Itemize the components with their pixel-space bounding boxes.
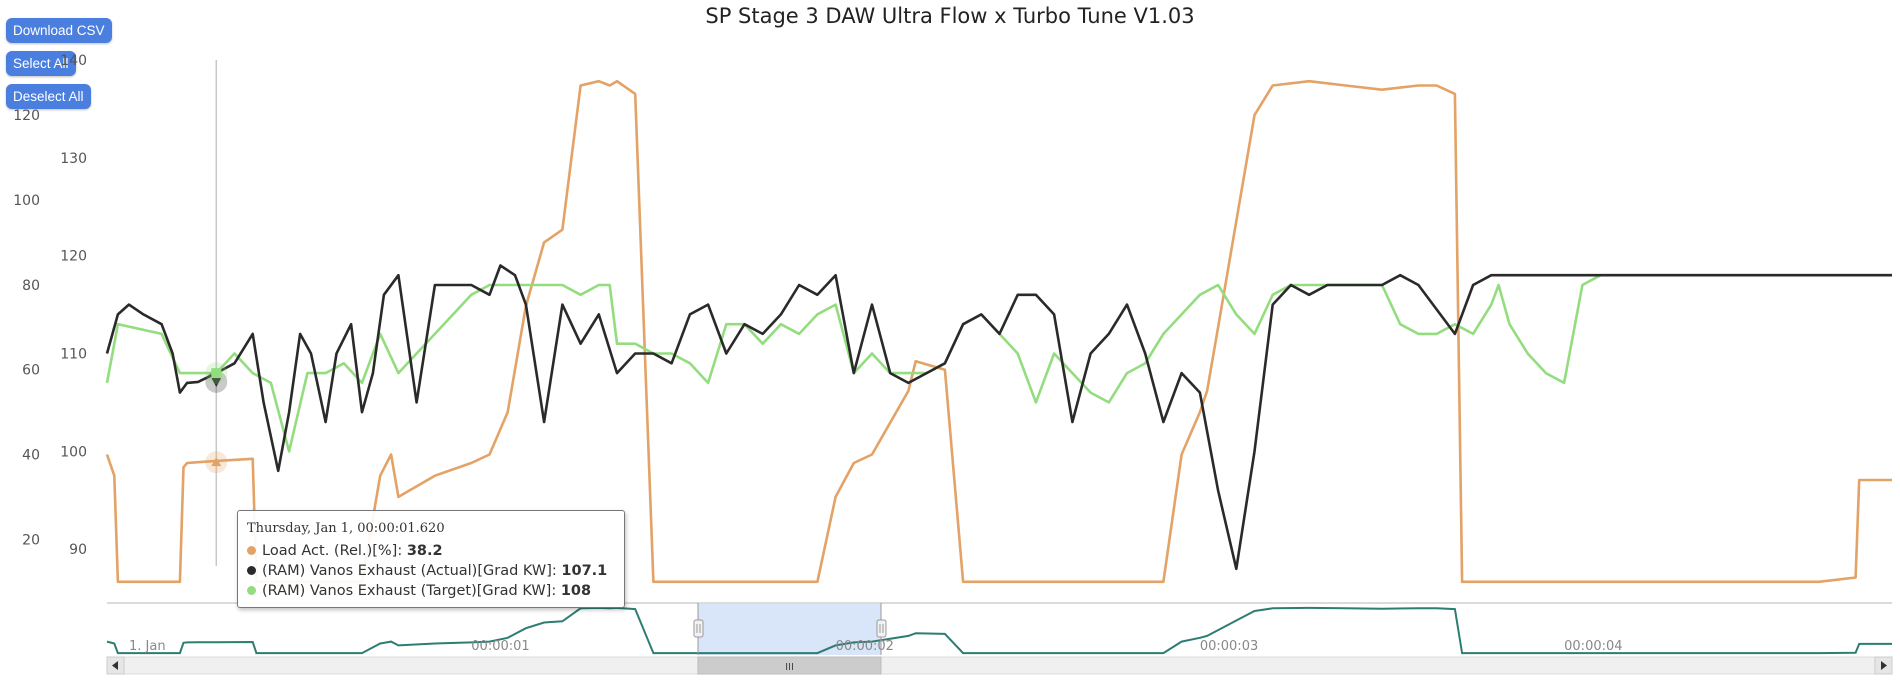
vanos-axis-tick: 100 xyxy=(60,444,87,460)
navigator-handle-right[interactable] xyxy=(876,619,887,638)
tooltip-series-name: (RAM) Vanos Exhaust (Actual)[Grad KW] xyxy=(262,563,552,579)
download-csv-button[interactable]: Download CSV xyxy=(6,18,112,43)
navigator-tick-labels: 1. Jan 00:00:01 00:00:02 00:00:03 00:00:04 xyxy=(129,639,1623,654)
tooltip-series-value: 107.1 xyxy=(561,563,608,579)
select-all-button[interactable]: Select All xyxy=(6,51,76,76)
scroll-left-arrow-icon xyxy=(112,661,118,670)
load-axis-ticks: 20 40 60 80 100 120 xyxy=(13,108,40,548)
vanos-axis-tick: 120 xyxy=(60,249,87,265)
navigator-tick-label: 1. Jan xyxy=(129,639,166,654)
scrollbar-thumb[interactable] xyxy=(697,656,882,675)
tooltip-series-name: (RAM) Vanos Exhaust (Target)[Grad KW] xyxy=(262,583,552,599)
tooltip-row-vanos-target: (RAM) Vanos Exhaust (Target)[Grad KW]: 1… xyxy=(247,581,615,601)
navigator-series xyxy=(106,606,1892,655)
actual-series-dot-icon xyxy=(247,566,256,575)
navigator-tick-label: 00:00:03 xyxy=(1200,639,1258,654)
vanos-axis-tick: 90 xyxy=(69,542,87,558)
scrollbar[interactable]: III xyxy=(106,656,1893,675)
load-axis-tick: 40 xyxy=(22,448,40,464)
load-axis-tick: 20 xyxy=(22,532,40,548)
vanos-axis-ticks: 90 100 110 120 130 140 xyxy=(60,53,87,558)
deselect-all-button[interactable]: Deselect All xyxy=(6,84,91,109)
navigator-tick-label: 00:00:04 xyxy=(1564,639,1622,654)
series-layer xyxy=(105,79,1892,584)
target-series-dot-icon xyxy=(247,586,256,595)
load-axis-tick: 120 xyxy=(13,108,40,124)
tooltip-header: Thursday, Jan 1, 00:00:01.620 xyxy=(247,521,445,536)
scroll-right-arrow-icon xyxy=(1881,661,1887,670)
vanos-axis-tick: 110 xyxy=(60,347,87,363)
navigator-handle-left[interactable] xyxy=(693,619,704,638)
navigator-series-line xyxy=(106,606,1892,655)
navigator-selection[interactable] xyxy=(698,603,881,655)
vanos-target-hover-marker xyxy=(205,362,228,385)
tooltip-series-value: 108 xyxy=(560,583,592,599)
load-series-dot-icon xyxy=(247,546,256,555)
load-axis-tick: 60 xyxy=(22,363,40,379)
tooltip-row-load: Load Act. (Rel.)[%]: 38.2 xyxy=(247,541,615,561)
scrollbar-track[interactable] xyxy=(106,656,1893,675)
vanos-actual-hover-marker xyxy=(205,370,228,393)
tooltip-series-name: Load Act. (Rel.)[%] xyxy=(262,543,398,559)
hover-markers xyxy=(205,362,228,474)
scrollbar-grip-icon: III xyxy=(785,662,794,673)
chart-title: SP Stage 3 DAW Ultra Flow x Turbo Tune V… xyxy=(705,4,1195,28)
vanos-axis-tick: 140 xyxy=(60,53,87,69)
vanos-actual-series-line[interactable] xyxy=(105,264,1892,571)
load-axis-tick: 100 xyxy=(13,193,40,209)
navigator-tick-label: 00:00:01 xyxy=(471,639,529,654)
tooltip-row-vanos-actual: (RAM) Vanos Exhaust (Actual)[Grad KW]: 1… xyxy=(247,561,615,581)
navigator[interactable]: 1. Jan 00:00:01 00:00:02 00:00:03 00:00:04 xyxy=(106,603,1892,655)
load-axis-tick: 80 xyxy=(22,278,40,294)
navigator-tick-label: 00:00:02 xyxy=(836,639,894,654)
tooltip-series-value: 38.2 xyxy=(406,543,443,559)
vanos-axis-tick: 130 xyxy=(60,151,87,167)
tooltip: Thursday, Jan 1, 00:00:01.620 Load Act. … xyxy=(237,510,625,608)
load-hover-marker xyxy=(205,451,228,474)
